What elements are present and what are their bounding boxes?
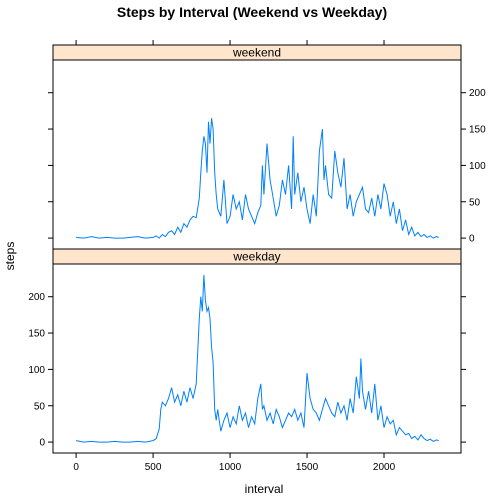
y-tick-label-weekend-100: 100 xyxy=(469,161,486,172)
y-tick-label-weekday-200: 200 xyxy=(28,292,45,303)
x-tick-label-500: 500 xyxy=(145,462,162,473)
panel-border-weekday xyxy=(52,263,462,454)
y-tick-label-weekday-50: 50 xyxy=(34,401,46,412)
panel-weekend: weekend 0 50 100 150 200 xyxy=(48,40,486,250)
y-tick-label-weekend-50: 50 xyxy=(469,197,481,208)
series-line-weekend xyxy=(76,118,439,239)
strip-label-weekend: weekend xyxy=(232,46,281,60)
chart-title: Steps by Interval (Weekend vs Weekday) xyxy=(117,4,387,20)
y-tick-label-weekday-100: 100 xyxy=(28,365,45,376)
y-tick-label-weekday-0: 0 xyxy=(39,438,45,449)
x-axis-label: interval xyxy=(245,482,284,496)
panel-border-weekend xyxy=(52,59,462,250)
y-tick-label-weekday-150: 150 xyxy=(28,329,45,340)
y-axis-label: steps xyxy=(3,242,17,271)
x-tick-label-1500: 1500 xyxy=(296,462,319,473)
y-tick-label-weekend-150: 150 xyxy=(469,125,486,136)
x-tick-label-2000: 2000 xyxy=(373,462,396,473)
x-tick-label-0: 0 xyxy=(73,462,79,473)
strip-label-weekday: weekday xyxy=(232,250,280,264)
y-tick-label-weekend-200: 200 xyxy=(469,88,486,99)
y-tick-label-weekend-0: 0 xyxy=(469,234,475,245)
series-line-weekday xyxy=(76,274,439,443)
x-tick-label-1000: 1000 xyxy=(219,462,242,473)
